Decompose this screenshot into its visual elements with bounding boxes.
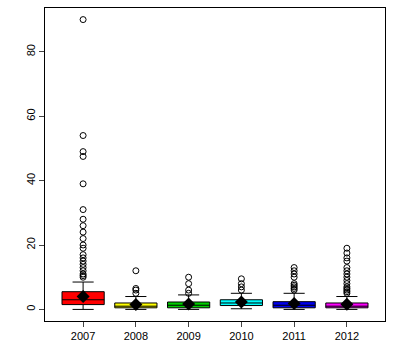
svg-text:2007: 2007 (71, 330, 95, 342)
svg-text:2009: 2009 (176, 330, 200, 342)
svg-text:2012: 2012 (335, 330, 359, 342)
svg-text:2010: 2010 (229, 330, 253, 342)
svg-text:2008: 2008 (124, 330, 148, 342)
svg-text:40: 40 (25, 173, 37, 185)
svg-text:80: 80 (25, 44, 37, 56)
svg-text:60: 60 (25, 108, 37, 120)
svg-text:0: 0 (25, 305, 37, 311)
svg-text:2011: 2011 (282, 330, 306, 342)
svg-text:20: 20 (25, 237, 37, 249)
